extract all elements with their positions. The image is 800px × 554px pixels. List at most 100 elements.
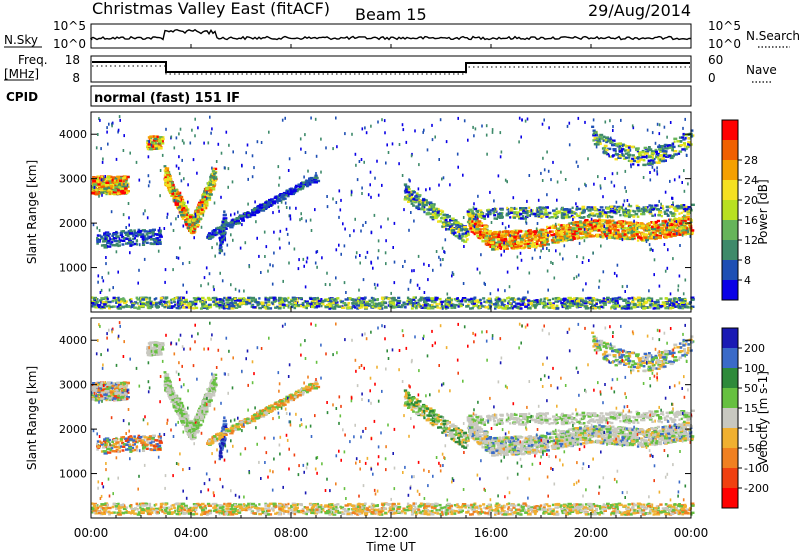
power-cell [293, 306, 297, 310]
power-cell [598, 135, 603, 139]
power-cell [643, 225, 648, 228]
power-cell [688, 143, 692, 147]
power-cell [663, 210, 667, 214]
power-cell [230, 299, 234, 302]
power-cell [599, 206, 604, 209]
power-cell [625, 230, 629, 234]
power-cell [169, 179, 172, 182]
power-cell [687, 137, 690, 140]
power-cell [201, 204, 206, 208]
power-cell [572, 231, 575, 235]
nsky-trace [89, 28, 692, 41]
power-cell [231, 218, 234, 221]
power-cell [211, 183, 215, 186]
power-cell [654, 221, 658, 224]
power-cell [552, 224, 557, 227]
power-cell [651, 237, 654, 240]
power-cell [299, 184, 303, 188]
power-cell [117, 189, 120, 192]
power-cell [563, 303, 567, 306]
power-cell [575, 207, 579, 210]
power-cell [594, 219, 597, 222]
power-cell [115, 242, 119, 246]
nsearch-label: N.Search [746, 29, 800, 43]
power-cell [442, 225, 446, 229]
power-cell [555, 207, 558, 210]
power-cell [646, 236, 651, 239]
power-cell [103, 232, 106, 235]
power-cell [146, 141, 149, 145]
power-cell [218, 236, 222, 240]
power-cell [510, 230, 515, 234]
power-cell [153, 142, 158, 146]
power-cell [347, 302, 351, 305]
power-cell [213, 167, 218, 171]
power-cell [592, 297, 596, 300]
power-cell [477, 209, 483, 212]
power-cell [674, 302, 678, 305]
power-cell [452, 229, 455, 232]
power-cell [458, 233, 461, 236]
power-cell [647, 296, 651, 300]
power-cell [108, 180, 112, 183]
power-cell [634, 212, 639, 216]
power-cell [211, 178, 214, 182]
power-cell [247, 296, 252, 300]
power-cell [654, 204, 658, 207]
power-cell [487, 208, 490, 212]
power-cell [552, 209, 556, 212]
power-cell [636, 157, 640, 160]
power-cell [111, 238, 115, 241]
power-cell [506, 206, 509, 210]
power-cell [523, 217, 527, 220]
power-cell [522, 211, 525, 215]
power-cell [122, 191, 127, 194]
power-cell [599, 235, 602, 238]
power-cell [566, 224, 569, 228]
power-cell [470, 210, 474, 213]
power-cell [462, 298, 467, 302]
power-cell [431, 305, 437, 309]
power-cell [495, 296, 499, 299]
power-cell [591, 226, 596, 229]
power-cell [622, 210, 626, 214]
power-cell [646, 226, 651, 230]
power-cell [96, 242, 99, 245]
power-cell [523, 243, 528, 246]
power-cell [199, 199, 202, 202]
power-cell [104, 237, 107, 240]
power-cell [234, 222, 237, 225]
power-cell [113, 192, 117, 196]
power-cell [407, 191, 411, 194]
power-cell [428, 205, 432, 208]
power-cell [440, 217, 444, 220]
power-cell [650, 206, 653, 209]
power-cell [526, 307, 532, 310]
power-cell [461, 232, 465, 236]
power-cell [403, 198, 408, 201]
power-cell [529, 232, 532, 235]
power-cell [526, 214, 531, 217]
power-cell [494, 307, 497, 310]
power-cell [179, 195, 184, 199]
power-cell [197, 203, 201, 206]
power-cell [657, 300, 660, 304]
power-cell [633, 228, 636, 231]
power-cell [469, 307, 472, 310]
power-cell [453, 306, 457, 309]
power-cell [151, 234, 155, 237]
power-cell [528, 209, 532, 213]
power-cell [201, 195, 205, 198]
power-cell [458, 303, 463, 306]
power-cell [588, 232, 592, 235]
power-cell [687, 207, 690, 210]
power-cell [543, 240, 547, 243]
power-cell [407, 188, 411, 191]
power-cell [454, 227, 458, 230]
power-cell [614, 150, 617, 153]
power-cell [119, 233, 124, 237]
power-cell [547, 211, 552, 215]
power-cell [511, 307, 514, 310]
power-cell [437, 207, 440, 211]
